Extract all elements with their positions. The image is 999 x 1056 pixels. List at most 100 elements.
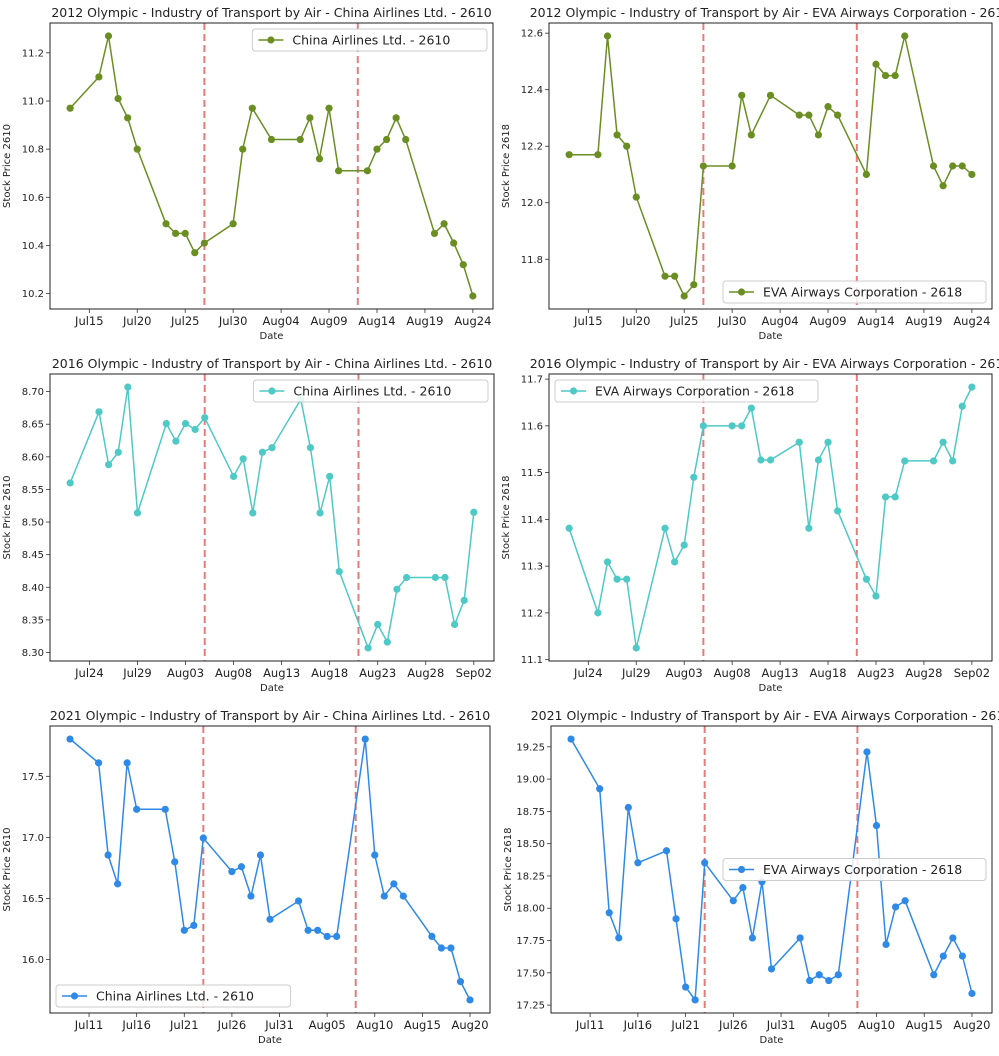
y-tick-label: 16.5 [22, 894, 44, 905]
y-axis-label: Stock Price 2618 [501, 476, 512, 560]
x-tick-label: Jul31 [766, 1018, 796, 1032]
data-point [267, 135, 276, 144]
data-point [748, 934, 757, 942]
y-tick-label: 12.2 [521, 142, 543, 153]
data-point [306, 444, 315, 452]
data-point [237, 863, 246, 871]
chart-title: 2021 Olympic - Industry of Transport by … [531, 708, 999, 723]
chart-title: 2021 Olympic - Industry of Transport by … [50, 708, 490, 723]
x-tick-label: Aug19 [406, 314, 443, 328]
data-point [256, 851, 265, 859]
x-tick-label: Aug14 [857, 314, 894, 328]
data-point [805, 111, 813, 119]
data-point [594, 151, 602, 159]
y-tick-label: 11.7 [521, 375, 543, 386]
legend-box [722, 280, 987, 304]
data-point [767, 965, 776, 973]
data-point [105, 461, 113, 469]
data-point [613, 575, 621, 583]
legend: EVA Airways Corporation - 2618 [722, 858, 987, 881]
y-tick-label: 11.3 [521, 562, 543, 573]
data-point [114, 880, 122, 888]
legend-marker [268, 387, 276, 395]
data-point [939, 952, 947, 960]
x-tick-label: Aug05 [309, 1018, 346, 1032]
legend: China Airlines Ltd. - 2610 [252, 379, 489, 403]
y-tick-label: 17.75 [516, 936, 545, 947]
data-point [671, 558, 679, 566]
x-tick-label: Aug23 [857, 666, 894, 680]
legend-label: China Airlines Ltd. - 2610 [293, 384, 451, 399]
data-point [968, 383, 976, 391]
data-point [201, 414, 209, 422]
data-point [304, 926, 312, 934]
y-tick-label: 16.0 [22, 955, 44, 966]
data-point [596, 785, 604, 793]
data-point [172, 229, 180, 238]
plot-frame [49, 22, 494, 310]
data-point [315, 155, 324, 163]
y-tick-label: 8.65 [22, 420, 44, 431]
data-point [229, 472, 238, 481]
y-axis-label: Stock Price 2610 [2, 476, 13, 560]
data-point [728, 162, 736, 170]
data-point [437, 944, 446, 952]
x-tick-label: Aug04 [762, 314, 799, 328]
data-point [701, 859, 709, 867]
data-point [114, 448, 122, 456]
x-tick-label: Jul29 [621, 666, 651, 680]
x-tick-label: Jul29 [122, 666, 152, 680]
x-tick-label: Jul25 [669, 314, 699, 328]
y-tick-label: 10.2 [22, 289, 44, 300]
legend-box [251, 28, 488, 52]
x-tick-label: Aug10 [858, 1018, 895, 1032]
data-point [228, 868, 236, 876]
data-point [882, 940, 890, 949]
data-point [603, 558, 612, 566]
data-point [380, 892, 388, 900]
legend-marker [267, 36, 275, 44]
plot-frame [49, 373, 495, 662]
x-tick-label: Aug28 [407, 666, 444, 680]
data-point [795, 438, 803, 446]
data-point [371, 851, 379, 859]
y-axis-label: Stock Price 2618 [501, 124, 512, 208]
series-line [69, 738, 471, 1001]
y-tick-label: 17.50 [516, 968, 545, 979]
data-point [739, 883, 747, 892]
data-point [891, 71, 899, 80]
data-point [872, 592, 880, 600]
y-tick-label: 8.55 [22, 485, 44, 496]
data-point [181, 229, 189, 238]
data-point [325, 104, 333, 112]
y-tick-label: 10.4 [22, 241, 44, 252]
data-point [431, 573, 439, 582]
x-tick-label: Jul20 [122, 314, 152, 328]
data-point [632, 193, 640, 201]
data-point [133, 805, 141, 813]
y-tick-label: 17.25 [516, 1001, 545, 1012]
legend-box [252, 379, 489, 403]
data-point [672, 915, 680, 923]
data-point [383, 638, 391, 646]
data-point [824, 103, 832, 111]
data-point [95, 73, 103, 81]
data-point [133, 145, 141, 153]
data-point [613, 131, 621, 139]
data-point [441, 573, 449, 582]
data-point [333, 932, 341, 941]
y-tick-label: 19.25 [516, 742, 545, 753]
y-tick-label: 12.0 [521, 198, 543, 209]
data-point [691, 996, 699, 1004]
data-point [373, 145, 381, 153]
y-tick-label: 18.25 [516, 871, 545, 882]
x-tick-label: Jul11 [575, 1018, 605, 1032]
x-tick-label: Aug15 [906, 1018, 943, 1032]
x-tick-label: Jul16 [623, 1018, 653, 1032]
data-point [258, 448, 266, 456]
data-point [872, 821, 881, 830]
x-tick-label: Jul26 [217, 1018, 247, 1032]
data-point [738, 422, 746, 430]
data-point [239, 145, 247, 153]
